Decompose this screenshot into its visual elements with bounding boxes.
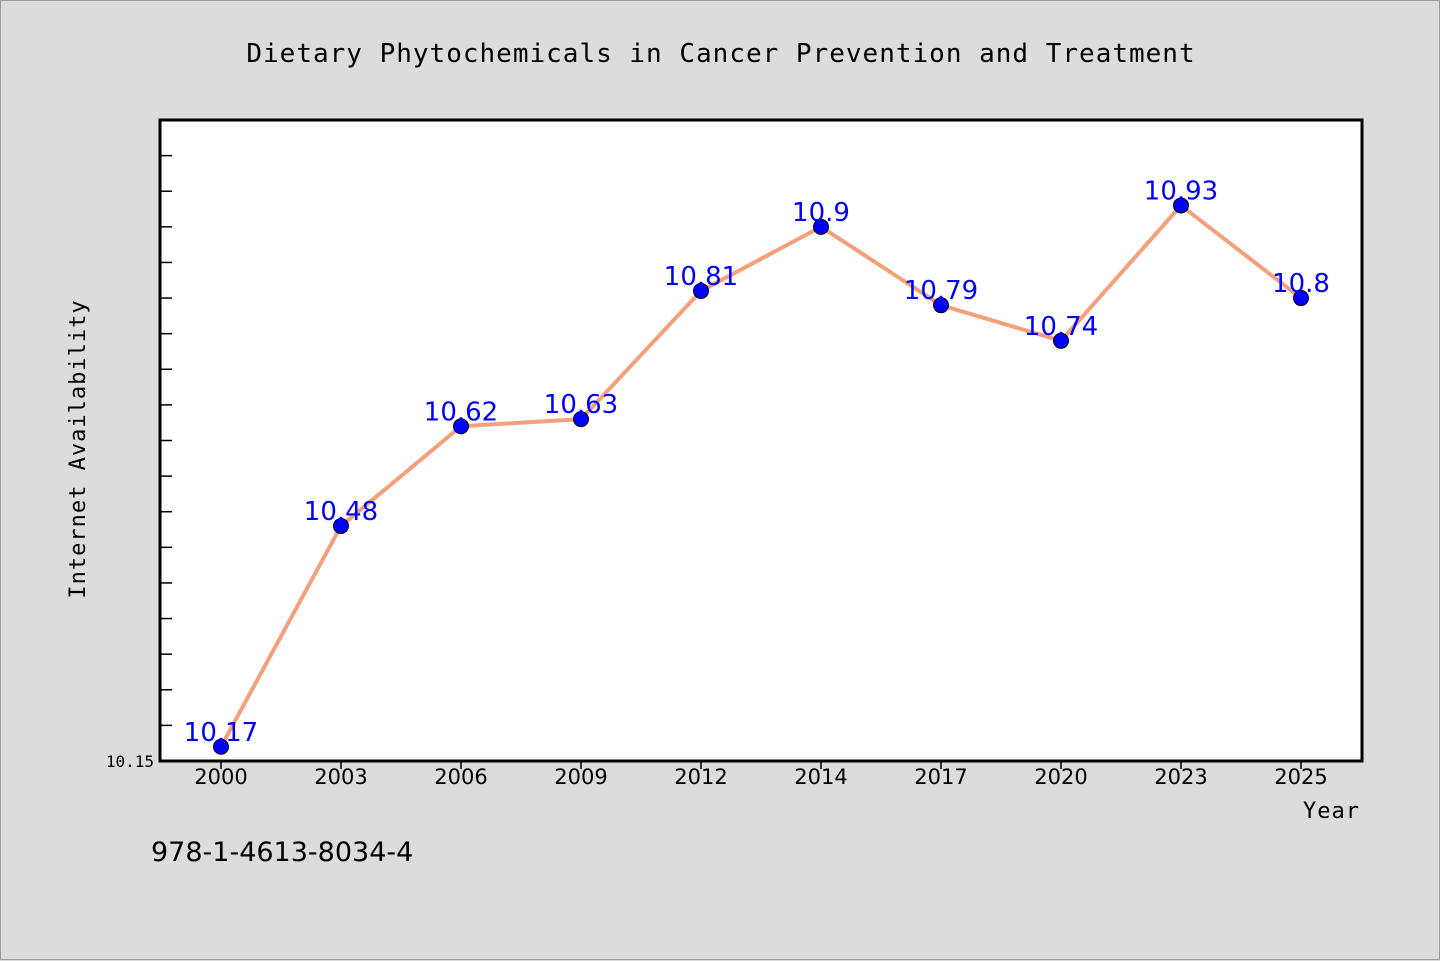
data-label: 10.9 xyxy=(792,198,850,228)
x-tick-label: 2009 xyxy=(554,765,607,789)
data-point xyxy=(933,297,949,314)
x-axis-ticks xyxy=(220,761,1302,769)
x-tick-label: 2014 xyxy=(794,765,847,789)
data-point xyxy=(813,218,829,235)
data-label: 10.93 xyxy=(1144,176,1218,206)
x-tick-label: 2025 xyxy=(1274,765,1327,789)
x-tick-label: 2000 xyxy=(194,765,247,789)
data-point xyxy=(1293,290,1309,307)
data-label: 10.79 xyxy=(904,276,978,306)
data-label: 10.62 xyxy=(424,397,498,427)
y-axis-tick-label: 10.15 xyxy=(106,752,154,771)
data-point xyxy=(1053,332,1069,349)
x-tick-label: 2023 xyxy=(1154,765,1207,789)
data-series xyxy=(213,197,1309,755)
x-axis-tick-labels: 2000 2003 2006 2009 2012 2014 2017 2020 2023 2025 xyxy=(194,765,1327,789)
data-point xyxy=(213,738,229,755)
data-label: 10.63 xyxy=(544,390,618,420)
data-point xyxy=(453,418,469,435)
y-axis-ticks xyxy=(160,154,172,727)
chart-title: Dietary Phytochemicals in Cancer Prevent… xyxy=(246,39,1195,69)
data-label: 10.81 xyxy=(664,262,738,292)
series-line xyxy=(219,203,1303,748)
data-point xyxy=(333,517,349,534)
data-point xyxy=(573,411,589,428)
data-label: 10.8 xyxy=(1272,269,1330,299)
plot-area xyxy=(158,118,1364,763)
data-labels: 10.17 10.48 10.62 10.63 10.81 10.9 10.79 10.74 1… xyxy=(184,176,1330,747)
x-tick-label: 2012 xyxy=(674,765,727,789)
data-point xyxy=(693,282,709,299)
data-point xyxy=(1173,197,1189,214)
x-tick-label: 2006 xyxy=(434,765,487,789)
data-label: 10.74 xyxy=(1024,312,1098,342)
y-axis-label: Internet Availability xyxy=(66,299,91,598)
data-label: 10.17 xyxy=(184,718,258,748)
x-tick-label: 2003 xyxy=(314,765,367,789)
x-axis-label: Year xyxy=(1303,799,1360,824)
x-tick-label: 2020 xyxy=(1034,765,1087,789)
data-label: 10.48 xyxy=(304,497,378,527)
x-tick-label: 2017 xyxy=(914,765,967,789)
isbn-annotation: 978-1-4613-8034-4 xyxy=(151,837,414,868)
